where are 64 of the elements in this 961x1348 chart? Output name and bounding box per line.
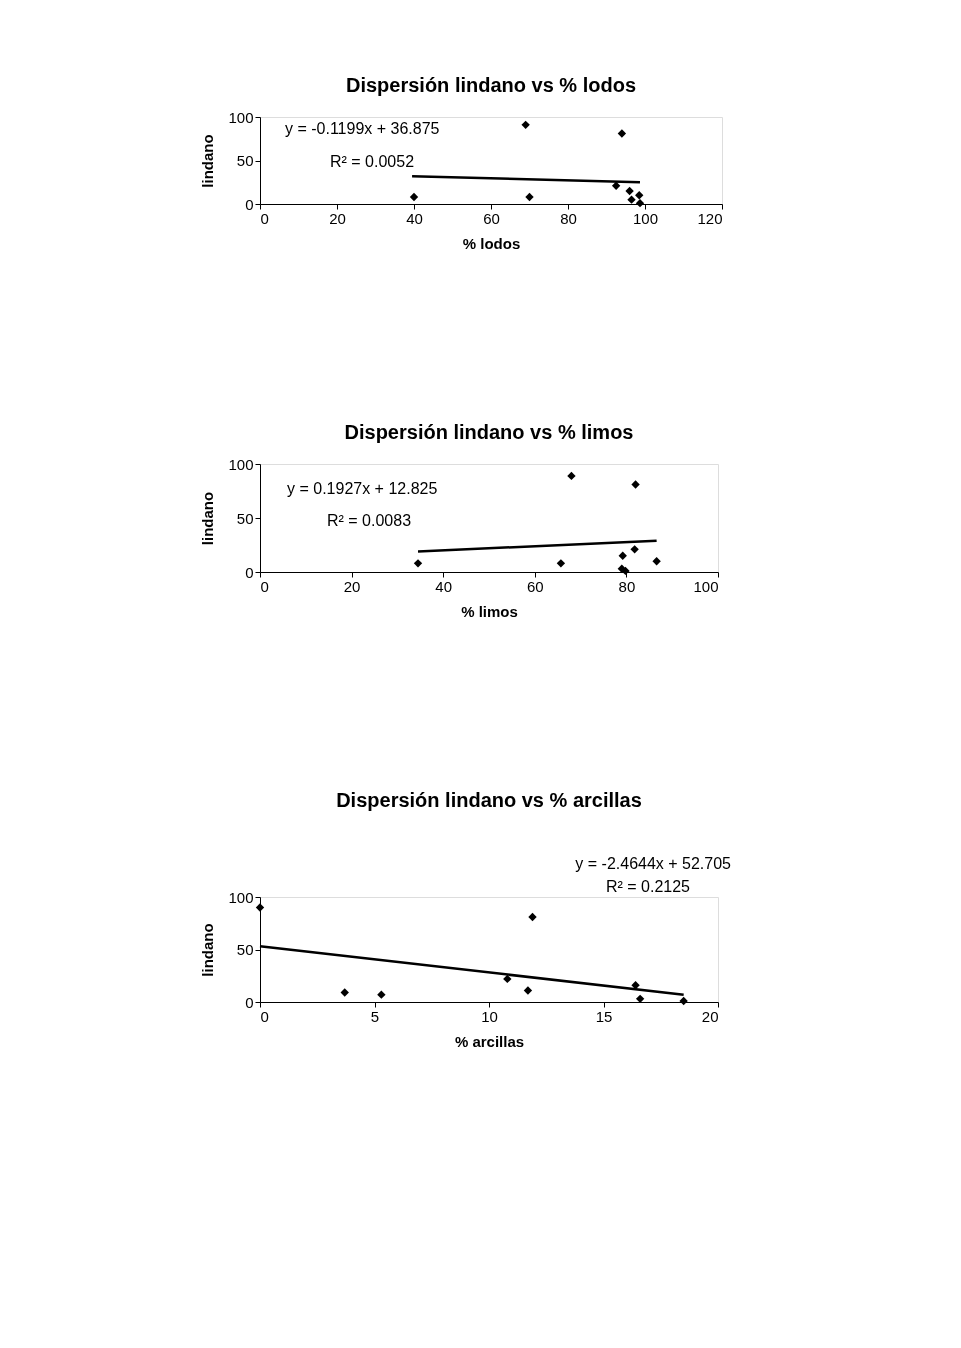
- point: [377, 990, 386, 999]
- x-tick-label: 40: [406, 209, 423, 227]
- x-tick-label: 0: [260, 1007, 269, 1025]
- x-tick-label: 80: [618, 577, 636, 595]
- point: [635, 191, 644, 200]
- y-tick-label: 0: [245, 563, 254, 581]
- chart-title: Dispersión lindano vs % arcillas: [336, 789, 642, 811]
- text: y = -2.4644x + 52.705: [575, 855, 732, 872]
- annotation: y = -0.1199x + 36.875: [285, 120, 440, 137]
- y-tick-label: 50: [236, 152, 254, 169]
- point: [523, 986, 533, 995]
- point: [631, 480, 640, 489]
- point: [679, 996, 688, 1006]
- chart-title: Dispersión lindano vs % lodos: [345, 74, 637, 96]
- x-tick-label: 20: [329, 209, 346, 227]
- point: [630, 545, 639, 554]
- y-axis-title: lindano: [199, 923, 217, 977]
- point: [567, 471, 576, 481]
- x-tick-label: 60: [526, 577, 544, 595]
- point: [413, 559, 423, 568]
- y-tick-label: 50: [236, 509, 254, 527]
- point: [255, 903, 265, 912]
- point: [521, 120, 530, 130]
- x-tick-label: 40: [435, 577, 453, 595]
- x-axis-title: % arcillas: [454, 1032, 525, 1050]
- x-tick-label: 10: [481, 1007, 498, 1025]
- x-tick-label: 100: [632, 209, 659, 227]
- point: [618, 551, 627, 560]
- x-tick-label: 20: [701, 1007, 719, 1025]
- annotation: R² = 0.0083: [327, 512, 412, 529]
- text: R² = 0.2125: [605, 878, 691, 895]
- y-tick-label: 100: [228, 888, 254, 906]
- x-tick-label: 15: [595, 1007, 613, 1025]
- point: [528, 912, 537, 922]
- point: [625, 186, 634, 196]
- y-axis-title: lindano: [199, 134, 217, 188]
- x-tick-label: 20: [343, 577, 361, 595]
- x-tick-label: 0: [260, 209, 269, 227]
- point: [635, 198, 645, 208]
- point: [340, 988, 349, 997]
- annotation: y = 0.1927x + 12.825: [287, 480, 438, 497]
- y-tick-label: 100: [228, 108, 254, 126]
- x-tick-label: 80: [560, 209, 577, 227]
- point: [617, 129, 627, 138]
- point: [627, 195, 636, 204]
- y-tick-label: 100: [228, 455, 254, 473]
- chart-title: Dispersión lindano vs % limos: [344, 421, 634, 443]
- y-axis-title: lindano: [199, 491, 217, 546]
- x-tick-label: 5: [370, 1007, 380, 1025]
- y-tick-label: 0: [245, 195, 254, 213]
- annotation: R² = 0.0052: [330, 153, 415, 170]
- y-tick-label: 50: [236, 941, 254, 958]
- point: [556, 559, 566, 568]
- point: [525, 192, 534, 202]
- x-tick-label: 100: [693, 577, 719, 595]
- point: [409, 192, 419, 202]
- x-axis-title: % lodos: [462, 234, 521, 252]
- x-axis-title: % limos: [461, 602, 518, 620]
- y-tick-label: 0: [245, 993, 254, 1011]
- x-tick-label: 60: [483, 209, 500, 227]
- x-tick-label: 120: [697, 209, 723, 227]
- point: [611, 181, 621, 190]
- x-tick-label: 0: [260, 577, 269, 595]
- point: [652, 557, 661, 566]
